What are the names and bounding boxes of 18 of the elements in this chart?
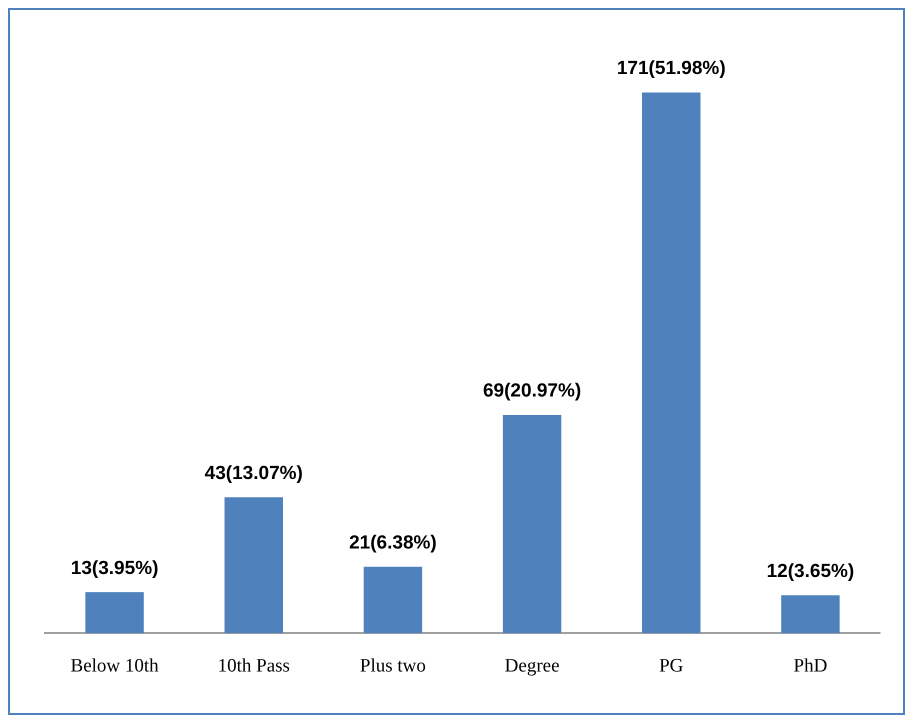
data-label: 13(3.95%) [70,558,158,579]
x-tick-label: PhD [794,656,828,677]
data-label: 21(6.38%) [349,532,437,554]
x-tick-label: Plus two [360,656,426,677]
data-label: 43(13.07%) [204,462,303,484]
data-label: 171(51.98%) [616,58,726,80]
bar [224,497,283,634]
bar [85,592,144,634]
data-label: 69(20.97%) [482,380,582,402]
x-tick-label: PG [659,656,684,677]
bar [781,595,840,634]
x-tick-label: Degree [504,656,560,677]
data-label: 12(3.65%) [766,560,854,582]
bar [642,92,700,634]
x-tick-label: 10th Pass [218,656,290,677]
x-tick-label: Below 10th [70,656,160,677]
bar [502,415,562,634]
bar [364,566,422,634]
